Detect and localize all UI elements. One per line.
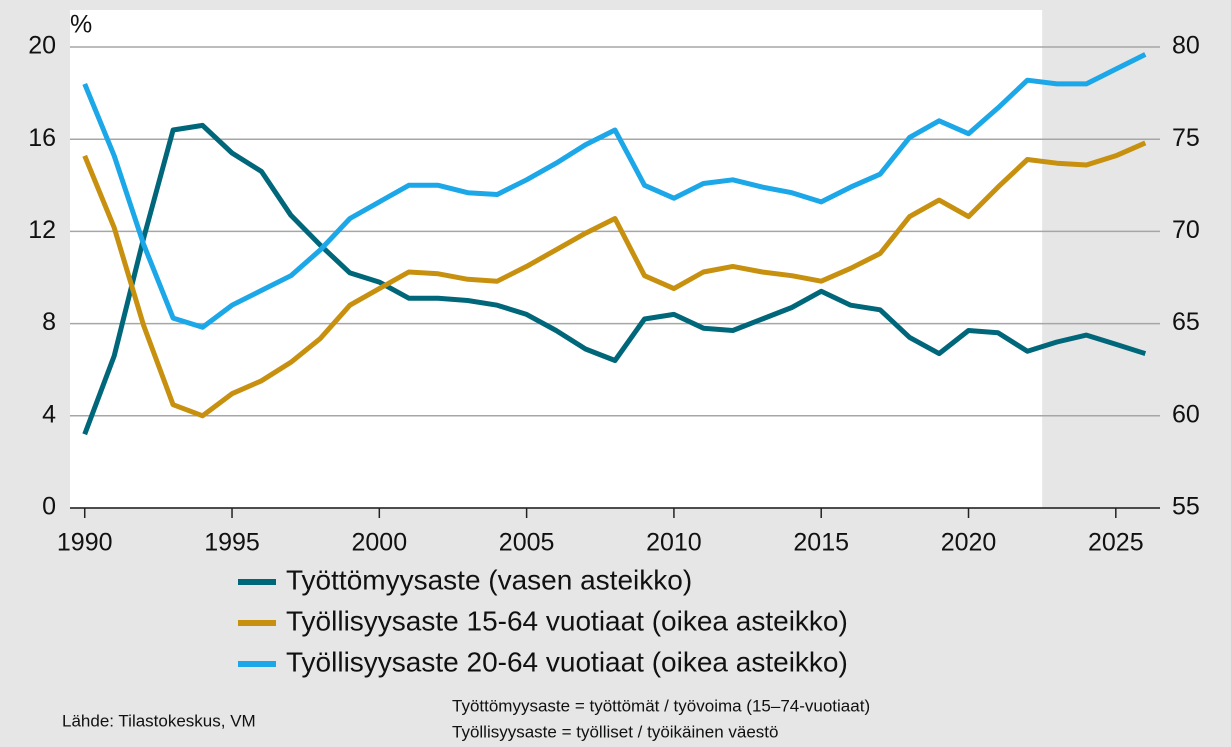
y2-tick-label: 75 bbox=[1172, 124, 1200, 152]
legend-label: Työllisyysaste 20-64 vuotiaat (oikea ast… bbox=[286, 646, 848, 677]
series-line bbox=[82, 140, 1147, 419]
x-tick-label: 2015 bbox=[793, 529, 849, 557]
x-tick-label: 2020 bbox=[941, 529, 997, 557]
y-tick-label: 16 bbox=[28, 124, 56, 152]
y-tick-label: 4 bbox=[42, 400, 56, 428]
x-tick-label: 2005 bbox=[499, 529, 555, 557]
legend-label: Työllisyysaste 15-64 vuotiaat (oikea ast… bbox=[286, 605, 848, 636]
x-tick-label: 2010 bbox=[646, 529, 702, 557]
y-tick-label: 8 bbox=[42, 308, 56, 336]
note: Työttömyysaste = työttömät / työvoima (1… bbox=[452, 696, 870, 715]
y2-tick-label: 80 bbox=[1172, 32, 1200, 60]
y-tick-label: 20 bbox=[28, 32, 56, 60]
y2-tick-label: 60 bbox=[1172, 400, 1200, 428]
x-tick-label: 2000 bbox=[352, 529, 408, 557]
x-tick-label: 1990 bbox=[57, 529, 113, 557]
y-tick-label: 12 bbox=[28, 216, 56, 244]
series-line bbox=[82, 122, 1147, 436]
legend-label: Työttömyysaste (vasen asteikko) bbox=[286, 564, 692, 595]
x-tick-label: 1995 bbox=[204, 529, 260, 557]
y-axis-label: % bbox=[70, 11, 92, 39]
series-line bbox=[82, 52, 1147, 330]
y-tick-label: 0 bbox=[42, 493, 56, 521]
y2-tick-label: 55 bbox=[1172, 493, 1200, 521]
note: Työllisyysaste = työlliset / työikäinen … bbox=[452, 722, 778, 741]
y2-tick-label: 70 bbox=[1172, 216, 1200, 244]
forecast-shade bbox=[1042, 10, 1160, 508]
source: Lähde: Tilastokeskus, VM bbox=[62, 711, 256, 730]
x-tick-label: 2025 bbox=[1088, 529, 1144, 557]
plot-area bbox=[70, 10, 1160, 508]
y2-tick-label: 65 bbox=[1172, 308, 1200, 336]
